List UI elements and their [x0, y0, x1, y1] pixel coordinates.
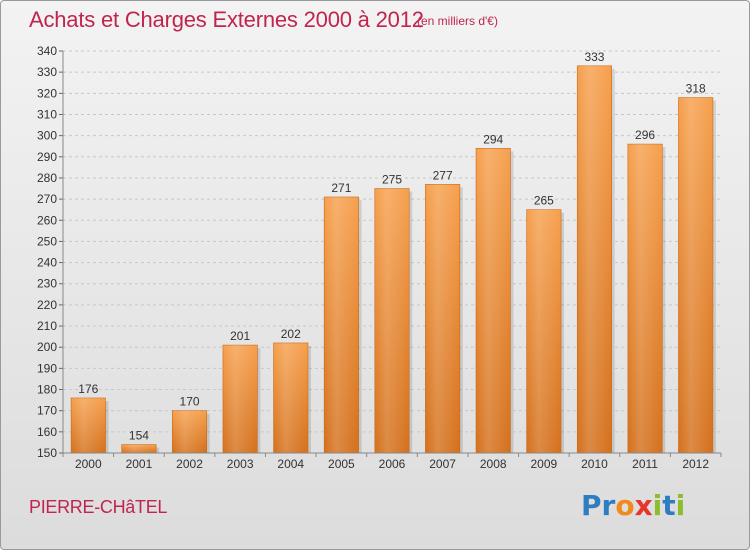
- x-tick-label: 2012: [682, 457, 709, 471]
- y-tick-label: 280: [37, 171, 57, 185]
- y-tick-label: 320: [37, 86, 57, 100]
- data-label: 271: [331, 181, 351, 195]
- y-tick-label: 230: [37, 277, 57, 291]
- logo-letter: x: [634, 489, 653, 522]
- data-label: 170: [180, 395, 200, 409]
- y-tick-label: 170: [37, 404, 57, 418]
- x-tick-label: 2001: [126, 457, 153, 471]
- x-tick-label: 2006: [379, 457, 406, 471]
- bar-highlight: [425, 184, 460, 453]
- bar-highlight: [678, 97, 713, 454]
- y-tick-label: 210: [37, 319, 57, 333]
- x-tick-label: 2003: [227, 457, 254, 471]
- y-tick-label: 270: [37, 192, 57, 206]
- data-labels: 176 154 170 201 202 271 275 277 294 265 333 296 318: [78, 50, 706, 443]
- x-tick-label: 2004: [277, 457, 304, 471]
- bar-highlight: [627, 144, 663, 454]
- bar-highlight: [71, 397, 106, 453]
- y-tick-label: 150: [37, 446, 57, 460]
- y-tick-label: 190: [37, 361, 57, 375]
- proxiti-logo: Proxiti: [581, 489, 685, 522]
- bar-highlight: [121, 444, 157, 453]
- bars: [70, 65, 716, 454]
- bar-highlight: [324, 196, 359, 453]
- y-tick-label: 220: [37, 298, 57, 312]
- commune-name: PIERRE-CHâTEL: [29, 497, 168, 517]
- data-label: 318: [686, 82, 706, 96]
- x-tick-label: 2000: [75, 457, 102, 471]
- bar-highlight: [222, 345, 258, 453]
- x-tick-label: 2005: [328, 457, 355, 471]
- y-tick-label: 330: [37, 65, 57, 79]
- bar-highlight: [577, 65, 612, 454]
- logo-letter: P: [581, 489, 602, 522]
- chart-title: Achats et Charges Externes 2000 à 2012: [29, 7, 424, 32]
- data-label: 176: [78, 382, 98, 396]
- bar-highlight: [374, 188, 410, 454]
- y-tick-label: 260: [37, 213, 57, 227]
- y-axis: 150 160 170 180 190 200 210 220 230 240 250 260 270 2…: [37, 44, 64, 460]
- x-tick-label: 2009: [530, 457, 557, 471]
- data-label: 296: [635, 128, 655, 142]
- y-tick-label: 300: [37, 129, 57, 143]
- logo-letter: r: [601, 489, 616, 522]
- data-label: 201: [230, 329, 250, 343]
- y-tick-label: 240: [37, 256, 57, 270]
- x-tick-label: 2011: [632, 457, 658, 471]
- y-tick-label: 310: [37, 107, 57, 121]
- data-label: 333: [584, 50, 604, 64]
- data-label: 202: [281, 327, 301, 341]
- x-axis: 2000 2001 2002 2003 2004 2005 2006 2007 2008 2009…: [62, 452, 722, 471]
- data-label: 154: [129, 429, 149, 443]
- bar-highlight: [172, 410, 207, 453]
- y-tick-label: 160: [37, 425, 57, 439]
- bar-highlight: [526, 209, 562, 453]
- x-tick-label: 2008: [480, 457, 507, 471]
- y-tick-label: 250: [37, 234, 57, 248]
- chart-subtitle: (en milliers d'€): [417, 14, 498, 28]
- logo-letter: i: [652, 489, 663, 522]
- x-tick-label: 2002: [176, 457, 203, 471]
- y-tick-label: 290: [37, 150, 57, 164]
- logo-letter: t: [662, 489, 676, 522]
- x-tick-label: 2010: [581, 457, 608, 471]
- logo-letter: o: [615, 489, 635, 522]
- x-tick-label: 2007: [429, 457, 456, 471]
- y-tick-label: 340: [37, 44, 57, 58]
- bar-highlight: [273, 342, 308, 453]
- logo-letter: i: [675, 489, 686, 522]
- bar-highlight: [476, 148, 511, 454]
- data-label: 265: [534, 194, 554, 208]
- data-label: 277: [433, 168, 453, 182]
- data-label: 275: [382, 173, 402, 187]
- y-tick-label: 200: [37, 340, 57, 354]
- data-label: 294: [483, 132, 503, 146]
- y-tick-label: 180: [37, 383, 57, 397]
